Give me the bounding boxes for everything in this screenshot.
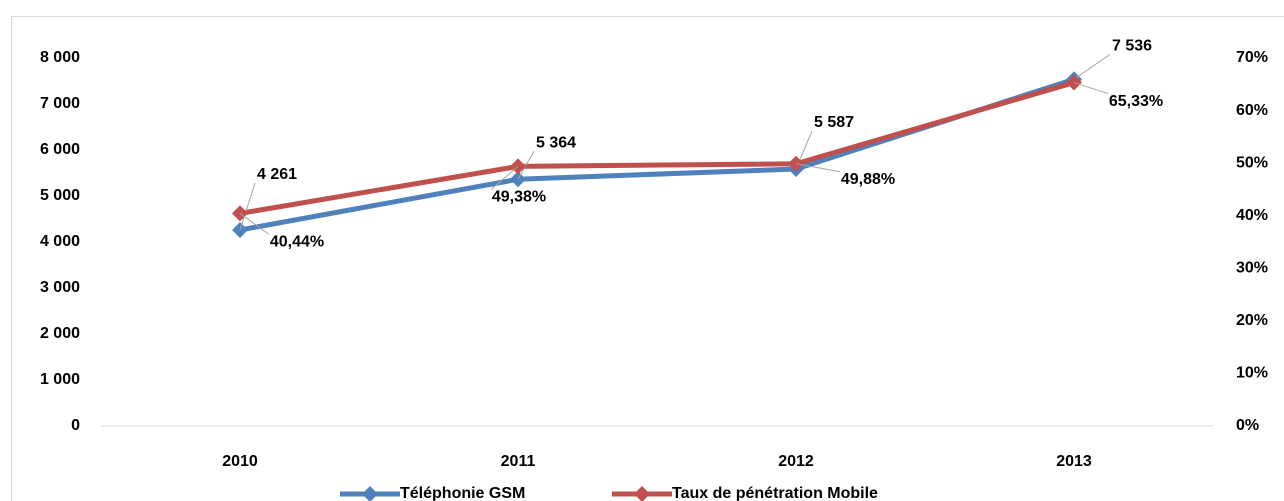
- y2-tick-label: 10%: [1236, 365, 1268, 382]
- y-tick-label: 1 000: [40, 371, 80, 388]
- y-tick-label: 6 000: [40, 141, 80, 158]
- data-label: 65,33%: [1109, 93, 1163, 110]
- legend-marker: [362, 486, 378, 501]
- data-label: 5 364: [536, 134, 576, 151]
- leader-line: [795, 163, 841, 173]
- y-tick-label: 7 000: [40, 95, 80, 112]
- data-label: 49,88%: [841, 171, 895, 188]
- y-tick-label: 4 000: [40, 233, 80, 250]
- chart-border: [11, 16, 1284, 501]
- x-tick-label: 2011: [501, 453, 536, 470]
- y-tick-label: 0: [71, 417, 80, 434]
- y-tick-label: 2 000: [40, 325, 80, 342]
- leader-line: [517, 151, 535, 180]
- legend-label: Téléphonie GSM: [400, 485, 525, 501]
- y-tick-label: 5 000: [40, 187, 80, 204]
- y2-tick-label: 40%: [1236, 207, 1268, 224]
- data-label: 40,44%: [270, 234, 324, 251]
- data-label: 7 536: [1112, 38, 1152, 55]
- data-label: 5 587: [814, 114, 854, 131]
- y2-tick-label: 30%: [1236, 260, 1268, 277]
- leader-line: [1073, 82, 1109, 95]
- x-tick-label: 2013: [1056, 453, 1092, 470]
- legend-marker: [634, 486, 650, 501]
- legend-label: Taux de pénétration Mobile: [672, 485, 878, 501]
- y2-tick-label: 20%: [1236, 312, 1268, 329]
- leader-line: [239, 212, 270, 235]
- x-tick-label: 2010: [222, 453, 258, 470]
- y2-tick-label: 70%: [1236, 49, 1268, 66]
- y-tick-label: 3 000: [40, 279, 80, 296]
- data-label: 49,38%: [492, 189, 546, 206]
- y-tick-label: 8 000: [40, 49, 80, 66]
- leader-line: [239, 182, 256, 231]
- series-line: [239, 80, 1075, 216]
- y2-tick-label: 50%: [1236, 154, 1268, 171]
- y2-tick-label: 0%: [1236, 417, 1259, 434]
- leader-line: [1073, 53, 1111, 80]
- data-label: 4 261: [257, 166, 297, 183]
- leader-line: [490, 166, 519, 190]
- y2-tick-label: 60%: [1236, 102, 1268, 119]
- x-tick-label: 2012: [778, 453, 814, 470]
